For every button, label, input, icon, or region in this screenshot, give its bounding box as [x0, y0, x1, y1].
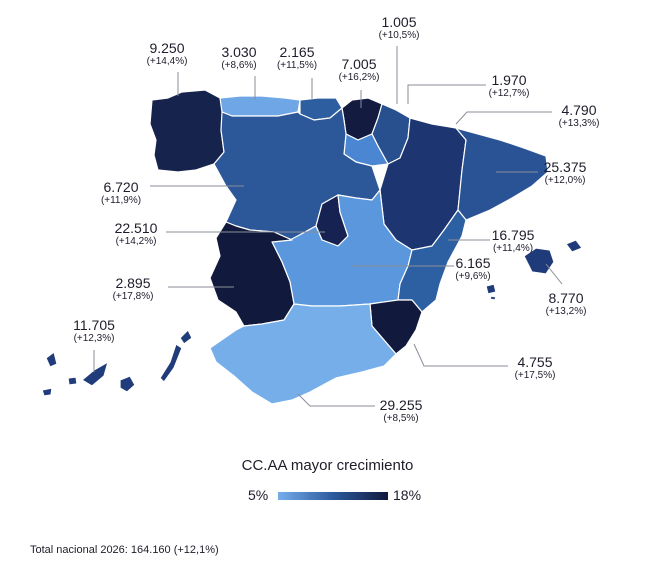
leader-murcia	[413, 343, 508, 367]
region-baleares[interactable]	[485, 239, 583, 301]
region-asturias[interactable]	[219, 95, 301, 117]
island-fuerteventura[interactable]	[159, 343, 183, 383]
pct-valencia: (+11,4%)	[492, 243, 534, 255]
value-extremadura: 2.895	[115, 275, 151, 291]
pct-pais-vasco: (+16,2%)	[338, 72, 380, 84]
label-extremadura: 2.895 (+17,8%)	[104, 275, 162, 303]
region-extremadura[interactable]	[209, 221, 295, 327]
island-el-hierro[interactable]	[41, 387, 53, 397]
value-murcia: 4.755	[517, 354, 553, 370]
label-baleares: 8.770 (+13,2%)	[537, 290, 595, 318]
region-canarias[interactable]	[41, 329, 193, 397]
pct-asturias: (+8,6%)	[221, 60, 257, 72]
pct-baleares: (+13,2%)	[545, 306, 587, 318]
pct-castilla-leon: (+11,9%)	[100, 195, 142, 207]
value-galicia: 9.250	[149, 40, 185, 56]
leader-lines	[93, 46, 563, 407]
region-andalucia[interactable]	[209, 303, 397, 405]
label-andalucia: 29.255 (+8,5%)	[372, 397, 430, 425]
legend-title: CC.AA mayor crecimiento	[241, 457, 414, 474]
pct-extremadura: (+17,8%)	[112, 291, 154, 303]
island-mallorca[interactable]	[523, 247, 555, 275]
label-castilla-la-mancha: 6.165 (+9,6%)	[448, 255, 498, 283]
pct-cantabria: (+11,5%)	[276, 60, 318, 72]
pct-cataluna: (+12,0%)	[544, 175, 586, 187]
label-castilla-leon: 6.720 (+11,9%)	[92, 179, 150, 207]
region-valencia[interactable]	[397, 209, 467, 313]
value-cantabria: 2.165	[279, 44, 315, 60]
island-formentera[interactable]	[489, 295, 497, 301]
leader-navarra	[407, 84, 486, 104]
value-cataluna: 25.375	[543, 159, 587, 175]
value-aragon: 4.790	[561, 102, 597, 118]
pct-murcia: (+17,5%)	[514, 370, 556, 382]
leader-baleares	[545, 263, 563, 285]
label-galicia: 9.250 (+14,4%)	[138, 40, 196, 68]
label-canarias: 11.705 (+12,3%)	[62, 317, 126, 345]
value-andalucia: 29.255	[379, 397, 423, 413]
label-valencia: 16.795 (+11,4%)	[484, 227, 542, 255]
island-tenerife[interactable]	[81, 361, 109, 387]
value-madrid: 22.510	[114, 220, 158, 236]
label-madrid: 22.510 (+14,2%)	[107, 220, 165, 248]
value-la-rioja: 1.005	[381, 14, 417, 30]
value-castilla-la-mancha: 6.165	[455, 255, 491, 271]
region-galicia[interactable]	[149, 89, 225, 173]
island-menorca[interactable]	[565, 239, 583, 253]
island-lanzarote[interactable]	[179, 329, 193, 345]
island-la-palma[interactable]	[45, 351, 58, 368]
label-cantabria: 2.165 (+11,5%)	[268, 44, 326, 72]
value-asturias: 3.030	[221, 44, 257, 60]
pct-aragon: (+13,3%)	[558, 118, 600, 130]
pct-navarra: (+12,7%)	[488, 88, 530, 100]
label-aragon: 4.790 (+13,3%)	[550, 102, 608, 130]
label-la-rioja: 1.005 (+10,5%)	[370, 14, 428, 42]
pct-madrid: (+14,2%)	[115, 236, 157, 248]
national-total: Total nacional 2026: 164.160 (+12,1%)	[30, 544, 219, 556]
pct-canarias: (+12,3%)	[73, 333, 115, 345]
label-navarra: 1.970 (+12,7%)	[480, 72, 538, 100]
pct-andalucia: (+8,5%)	[383, 413, 419, 425]
legend-max-label: 18%	[393, 487, 422, 503]
value-pais-vasco: 7.005	[341, 56, 377, 72]
label-cataluna: 25.375 (+12,0%)	[536, 159, 594, 187]
legend-min-label: 5%	[248, 487, 269, 503]
island-gran-canaria[interactable]	[119, 375, 136, 393]
value-valencia: 16.795	[491, 227, 535, 243]
pct-castilla-la-mancha: (+9,6%)	[455, 271, 491, 283]
island-la-gomera[interactable]	[67, 376, 78, 386]
pct-galicia: (+14,4%)	[146, 56, 188, 68]
island-ibiza[interactable]	[485, 283, 497, 295]
legend-color-scale	[278, 492, 388, 500]
value-castilla-leon: 6.720	[103, 179, 139, 195]
region-cataluna[interactable]	[455, 127, 549, 221]
label-asturias: 3.030 (+8,6%)	[210, 44, 268, 72]
leader-andalucia	[297, 393, 375, 407]
pct-la-rioja: (+10,5%)	[378, 30, 420, 42]
label-pais-vasco: 7.005 (+16,2%)	[330, 56, 388, 84]
leader-aragon	[455, 111, 552, 125]
value-baleares: 8.770	[548, 290, 584, 306]
label-murcia: 4.755 (+17,5%)	[506, 354, 564, 382]
value-canarias: 11.705	[73, 317, 115, 333]
value-navarra: 1.970	[491, 72, 527, 88]
